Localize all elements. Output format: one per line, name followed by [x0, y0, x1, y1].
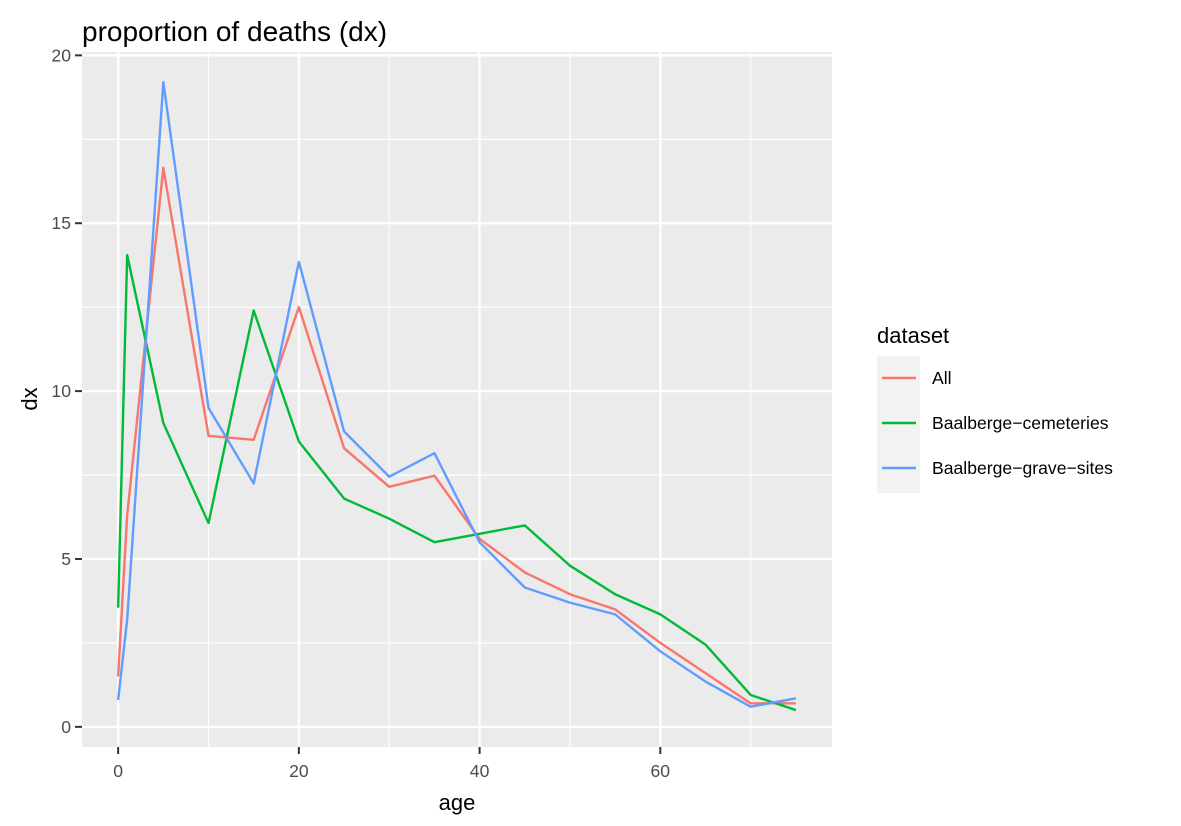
- legend-label-2: Baalberge−cemeteries: [932, 413, 1109, 433]
- y-tick-label: 20: [51, 45, 71, 65]
- y-axis-label: dx: [17, 387, 42, 410]
- x-axis-label: age: [439, 790, 476, 815]
- x-tick-label: 20: [289, 761, 309, 781]
- legend-title: dataset: [877, 323, 949, 348]
- series-line-1: [116, 166, 796, 705]
- y-tick-label: 10: [51, 381, 71, 401]
- x-tick-label: 40: [470, 761, 490, 781]
- chart-title: proportion of deaths (dx): [82, 16, 387, 47]
- y-axis: 0 5 10 15 20: [51, 45, 82, 737]
- series-lines: [116, 81, 797, 712]
- grid-minor: [82, 52, 832, 747]
- grid-major: [82, 52, 832, 747]
- legend: dataset All Baalberge−cemeteries Baalberge…: [877, 323, 1113, 493]
- series-line-3: [116, 81, 797, 708]
- legend-key-background: [877, 356, 920, 493]
- y-tick-label: 15: [51, 213, 71, 233]
- series-line-2: [116, 253, 797, 712]
- y-tick-label: 5: [61, 549, 71, 569]
- y-tick-label: 0: [61, 717, 71, 737]
- x-axis: 0 20 40 60: [113, 747, 670, 781]
- x-tick-label: 60: [651, 761, 671, 781]
- x-tick-label: 0: [113, 761, 123, 781]
- legend-label-1: All: [932, 368, 952, 388]
- legend-label-3: Baalberge−grave−sites: [932, 458, 1113, 478]
